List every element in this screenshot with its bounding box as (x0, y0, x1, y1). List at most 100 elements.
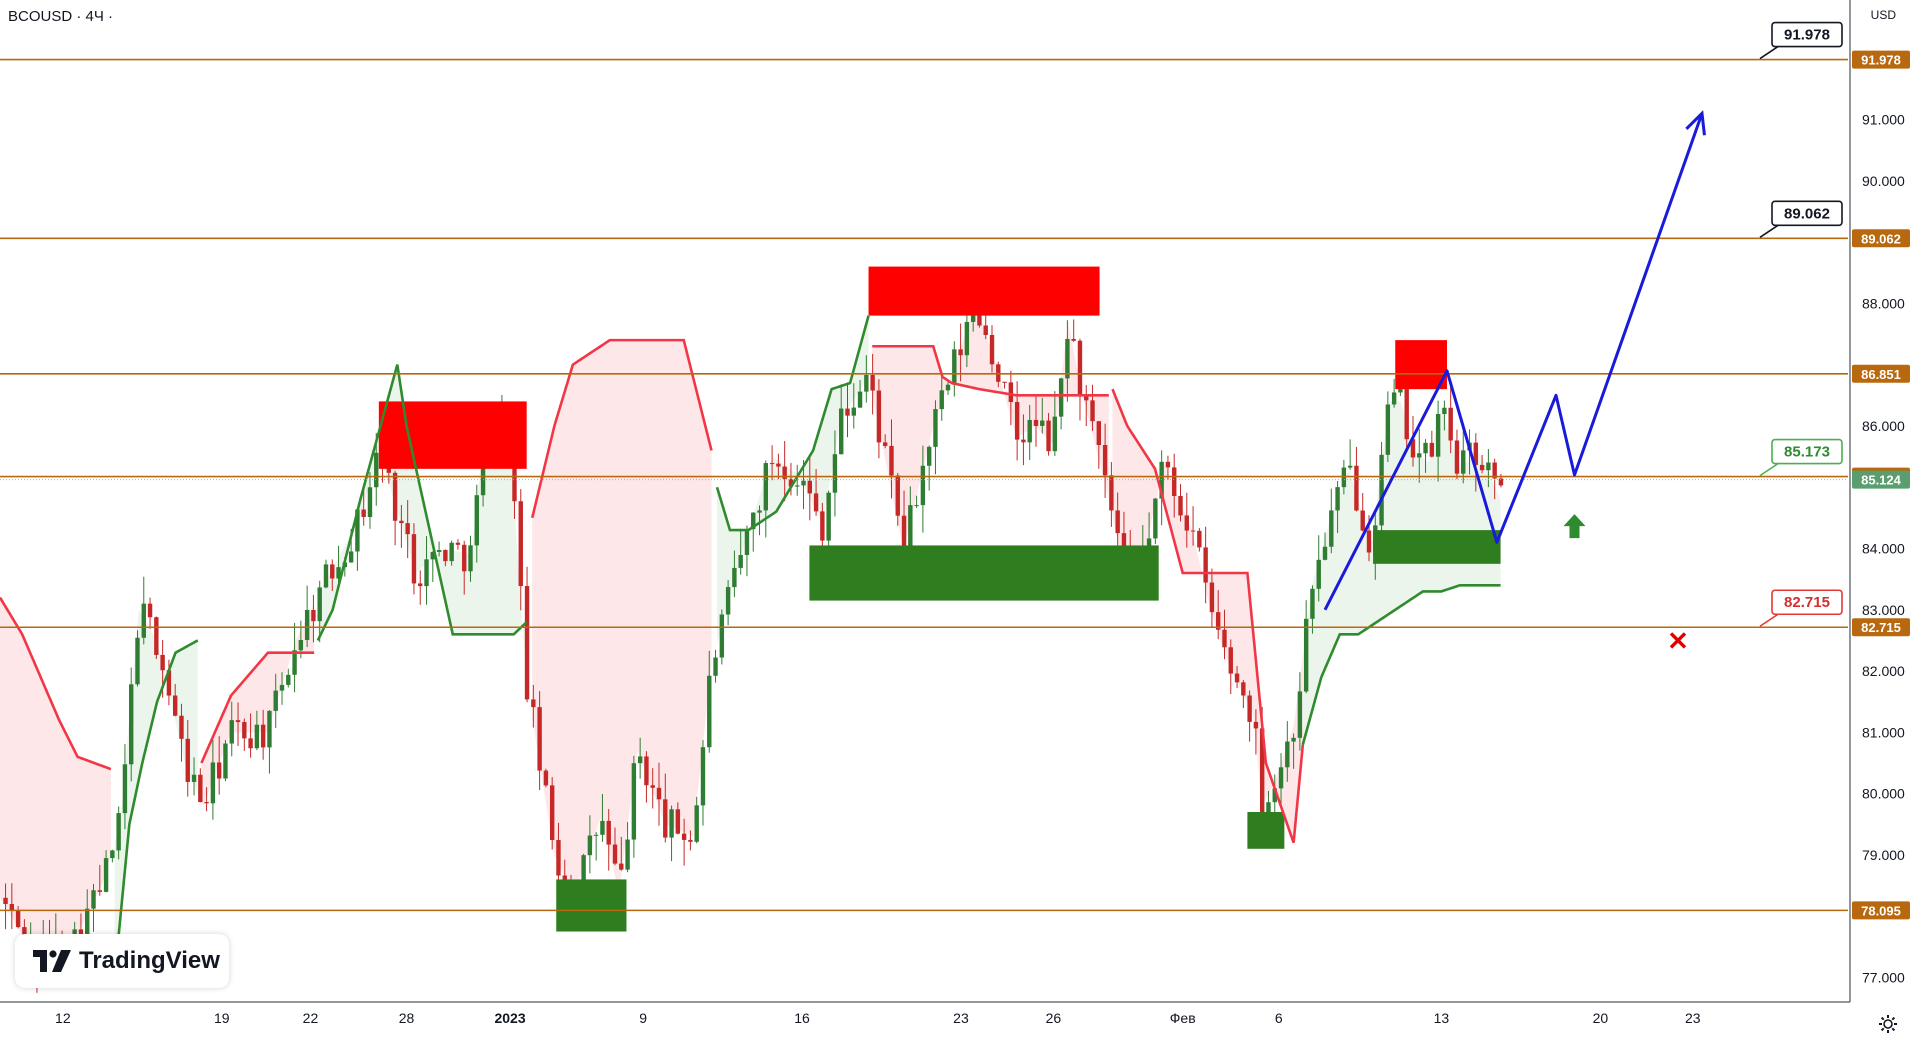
candle-body (449, 542, 454, 562)
gear-icon[interactable] (1878, 1014, 1898, 1034)
price-tag-89.062-bg (1852, 229, 1910, 248)
candle-body (418, 583, 423, 587)
candle-body (593, 834, 599, 836)
candle-body (845, 408, 850, 416)
candle-body (763, 463, 769, 511)
candle-body (172, 695, 178, 716)
candle-body (675, 809, 681, 834)
supertrend-fill-down (872, 303, 1109, 543)
candle-body (216, 762, 222, 779)
candle-body (160, 654, 165, 671)
candle-body (1008, 382, 1014, 402)
candle-body (864, 374, 869, 392)
resistance-zone-1 (378, 401, 527, 469)
candle-body (1335, 487, 1340, 511)
candle-body (832, 454, 838, 493)
candle-body (977, 309, 982, 326)
candle-body (304, 610, 310, 641)
candle-body (870, 374, 875, 391)
candle-body (713, 657, 718, 676)
candle-body (279, 684, 285, 691)
candle-body (1366, 530, 1372, 553)
support-zone-4 (1373, 530, 1501, 564)
candle-body (983, 325, 988, 335)
x-tick-label: 23 (1685, 1010, 1701, 1026)
projection-arrowhead (1685, 110, 1706, 136)
candle-body (1040, 420, 1045, 426)
candle-body (430, 551, 436, 560)
candle-body (1492, 462, 1497, 479)
candle-body (3, 897, 8, 904)
x-tick-label: 6 (1275, 1010, 1283, 1026)
candle-body (1165, 461, 1171, 468)
supertrend-fill-down (532, 340, 712, 898)
candle-body (1423, 442, 1428, 454)
y-tick-label: 82.000 (1862, 663, 1905, 679)
candle-body (210, 762, 216, 804)
candle-body (1216, 612, 1221, 630)
candle-body (901, 515, 907, 550)
candle-body (857, 391, 863, 408)
candle-body (1046, 420, 1051, 452)
candle-body (725, 587, 731, 615)
candle-body (769, 463, 775, 465)
price-axis (1850, 0, 1920, 1042)
symbol-title[interactable]: BCOUSD · 4Ч · (8, 8, 114, 25)
candle-body (619, 863, 624, 870)
candle-body (1146, 538, 1152, 553)
candle-body (1410, 439, 1416, 458)
candle-body (85, 908, 90, 946)
candle-body (1065, 338, 1070, 379)
candle-body (1404, 383, 1409, 440)
candle-body (367, 487, 373, 517)
candle-body (462, 544, 467, 572)
candle-body (801, 480, 806, 486)
x-tick-label: 26 (1046, 1010, 1062, 1026)
candle-body (1096, 421, 1102, 445)
candle-body (813, 493, 819, 512)
candle-body (537, 707, 542, 771)
candle-body (851, 407, 856, 416)
candle-body (1391, 392, 1397, 405)
candle-body (1090, 400, 1095, 422)
candle-body (1071, 338, 1076, 341)
candle-body (820, 511, 825, 541)
candle-body (531, 699, 536, 708)
candle-body (663, 799, 668, 838)
candle-body (964, 321, 970, 356)
candle-body (1234, 673, 1240, 683)
tradingview-logo-icon (33, 950, 71, 972)
candle-body (1297, 691, 1303, 738)
candle-body (1278, 767, 1284, 789)
candle-body (1077, 340, 1083, 396)
candle-body (141, 603, 146, 638)
candle-body (914, 505, 919, 507)
candle-body (273, 690, 278, 711)
candle-body (474, 495, 479, 546)
candle-body (468, 545, 473, 572)
candle-body (945, 384, 951, 391)
candle-body (1241, 682, 1246, 696)
y-tick-label: 88.000 (1862, 295, 1905, 311)
supertrend-fill-down (0, 597, 111, 960)
x-tick-label: 23 (953, 1010, 969, 1026)
candle-body (1209, 582, 1215, 613)
price-tag-86.851: 86.851 (1861, 367, 1901, 382)
candle-body (882, 442, 888, 446)
candle-body (348, 551, 354, 563)
support-zone-2 (809, 545, 1159, 601)
candle-body (399, 520, 404, 524)
candle-body (1121, 533, 1127, 554)
x-tick-label: Фев (1170, 1010, 1196, 1026)
candle-body (336, 567, 341, 579)
candle-body (1228, 647, 1233, 674)
candle-body (1285, 741, 1290, 768)
candle-body (1109, 475, 1114, 511)
candle-body (738, 555, 743, 568)
candle-body (926, 446, 932, 466)
candle-body (889, 445, 894, 476)
candle-body (198, 774, 203, 803)
currency-selector[interactable]: USD (1870, 8, 1896, 22)
candle-body (248, 738, 253, 749)
